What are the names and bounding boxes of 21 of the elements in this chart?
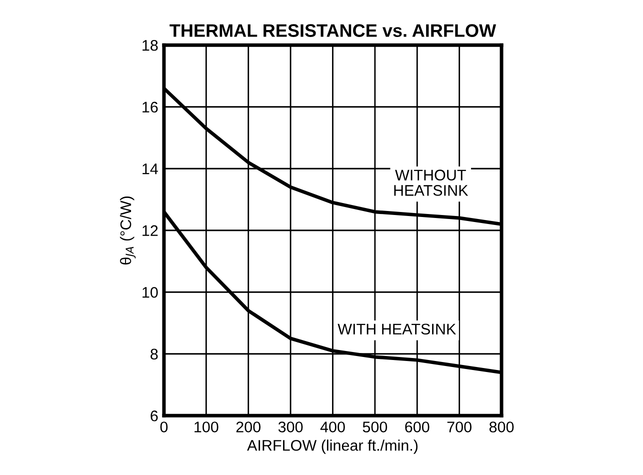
y-tick-label: 14: [142, 164, 158, 174]
y-tick-label: 18: [142, 40, 158, 51]
y-tick-label: 8: [150, 348, 158, 360]
x-tick-label: 400: [320, 422, 345, 432]
x-tick-label: 500: [362, 422, 388, 432]
x-tick-label: 100: [194, 422, 218, 432]
y-tick-label: 6: [150, 410, 158, 422]
series-label: WITH HEATSINK: [338, 324, 456, 335]
x-tick-label: 200: [236, 422, 261, 432]
x-tick-label: 300: [278, 422, 303, 432]
x-tick-label: 700: [447, 422, 472, 432]
y-tick-label: 16: [142, 102, 158, 113]
y-tick-label: 10: [142, 286, 158, 298]
chart-title: THERMAL RESISTANCE vs. AIRFLOW: [170, 24, 496, 37]
y-tick-label: 12: [142, 225, 158, 236]
x-tick-label: 800: [489, 422, 514, 432]
x-tick-label: 0: [160, 422, 168, 432]
series-label: WITHOUT HEATSINK: [394, 170, 468, 196]
x-tick-label: 600: [405, 422, 430, 432]
x-axis-title: AIRFLOW (linear ft./min.): [247, 440, 418, 454]
y-axis-title: θ$_{JA}$ (°C/W): [120, 196, 136, 264]
